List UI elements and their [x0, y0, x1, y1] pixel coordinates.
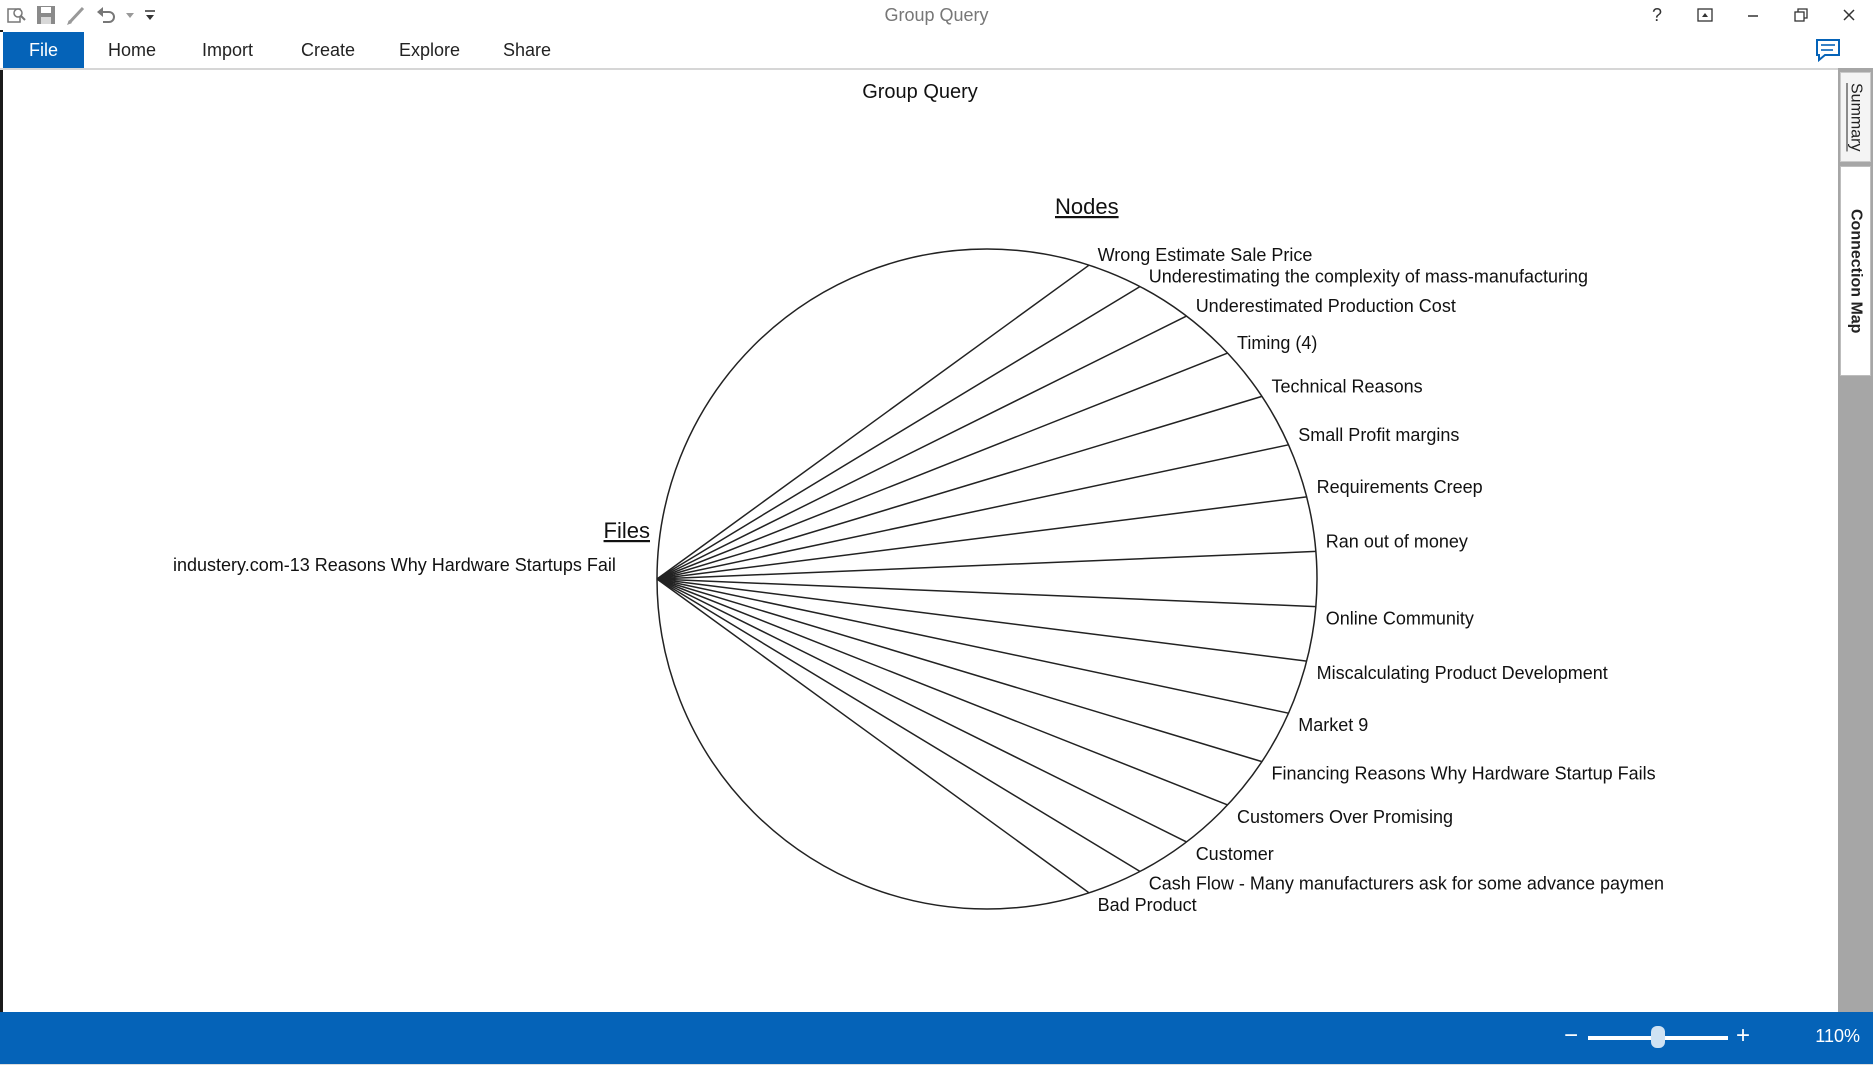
- connection-line: [656, 285, 1141, 580]
- map-title: Group Query: [862, 81, 978, 103]
- node-label[interactable]: Online Community: [1326, 609, 1474, 629]
- connection-circle: [656, 248, 1318, 910]
- tab-home[interactable]: Home: [108, 40, 157, 60]
- files-heading: Files: [604, 518, 650, 543]
- zoom-level: 110%: [1815, 1026, 1860, 1046]
- restore-icon[interactable]: [1777, 0, 1825, 30]
- dropdown-icon[interactable]: [124, 3, 136, 27]
- window-title: Group Query: [884, 5, 989, 25]
- node-label[interactable]: Ran out of money: [1326, 531, 1468, 551]
- node-label[interactable]: Cash Flow - Many manufacturers ask for s…: [1149, 873, 1664, 893]
- customize-icon[interactable]: [142, 3, 158, 27]
- ribbon-tabs: File Home Import Create Explore Share: [0, 32, 1873, 70]
- quick-access-toolbar: [4, 2, 158, 28]
- tab-import[interactable]: Import: [202, 40, 254, 60]
- connection-line: [656, 550, 1316, 580]
- node-label[interactable]: Customer: [1196, 844, 1274, 864]
- connection-line: [656, 578, 1263, 763]
- node-label[interactable]: Timing (4): [1237, 333, 1317, 353]
- zoom-slider-thumb[interactable]: [1651, 1026, 1665, 1048]
- connection-line: [656, 578, 1090, 894]
- save-icon[interactable]: [34, 3, 58, 27]
- node-label[interactable]: Market 9: [1298, 715, 1368, 735]
- node-label[interactable]: Miscalculating Product Development: [1317, 663, 1608, 683]
- connection-map: Group Query Files Nodes industery.com-13…: [173, 81, 1664, 915]
- ribbon-display-icon[interactable]: [1681, 0, 1729, 30]
- pencil-icon[interactable]: [64, 3, 88, 27]
- comment-icon[interactable]: [1815, 38, 1841, 62]
- search-icon[interactable]: [4, 3, 28, 27]
- node-label[interactable]: Technical Reasons: [1272, 376, 1423, 396]
- zoom-in-button[interactable]: +: [1735, 1022, 1750, 1049]
- connection-line: [656, 578, 1187, 843]
- node-label[interactable]: Small Profit margins: [1298, 425, 1459, 445]
- node-label[interactable]: Requirements Creep: [1317, 477, 1483, 497]
- node-labels: Wrong Estimate Sale PriceUnderestimating…: [1098, 245, 1664, 915]
- node-label[interactable]: Bad Product: [1098, 895, 1197, 915]
- window-controls: ?: [1633, 0, 1873, 30]
- connection-line: [656, 578, 1316, 608]
- file-label[interactable]: industery.com-13 Reasons Why Hardware St…: [173, 555, 616, 575]
- node-label[interactable]: Wrong Estimate Sale Price: [1098, 245, 1313, 265]
- connection-line: [656, 578, 1307, 662]
- help-icon[interactable]: ?: [1651, 4, 1662, 25]
- title-bar: Group Query ?: [0, 0, 1873, 30]
- tab-file[interactable]: File: [3, 32, 84, 68]
- connection-line: [656, 395, 1263, 580]
- window-left-edge: [0, 30, 3, 1077]
- connection-line: [656, 315, 1187, 580]
- tab-share[interactable]: Share: [503, 40, 552, 60]
- connection-lines: [656, 264, 1316, 894]
- minimize-icon[interactable]: [1729, 0, 1777, 30]
- node-label[interactable]: Financing Reasons Why Hardware Startup F…: [1272, 764, 1656, 784]
- node-label[interactable]: Underestimating the complexity of mass-m…: [1149, 267, 1588, 287]
- node-label[interactable]: Underestimated Production Cost: [1196, 296, 1456, 316]
- status-bar: − + 110%: [0, 1012, 1873, 1064]
- node-label[interactable]: Customers Over Promising: [1237, 807, 1453, 827]
- status-bar-edge: [0, 1064, 1873, 1078]
- tab-explore[interactable]: Explore: [399, 40, 461, 60]
- nodes-heading: Nodes: [1055, 194, 1119, 219]
- connection-line: [656, 496, 1307, 580]
- tab-create[interactable]: Create: [301, 40, 356, 60]
- connection-line: [656, 264, 1090, 580]
- connection-line: [656, 352, 1228, 580]
- connection-line: [656, 578, 1228, 806]
- zoom-out-button[interactable]: −: [1563, 1022, 1578, 1049]
- connection-line: [656, 578, 1289, 714]
- close-icon[interactable]: [1825, 0, 1873, 30]
- connection-line: [656, 578, 1141, 873]
- undo-icon[interactable]: [94, 3, 118, 27]
- tab-summary[interactable]: Summary: [1840, 72, 1871, 162]
- side-panel: Summary Connection Map: [1838, 68, 1873, 1012]
- tab-connection-map[interactable]: Connection Map: [1840, 166, 1871, 376]
- connection-line: [656, 444, 1289, 580]
- connection-map-canvas: Group Query Files Nodes industery.com-13…: [3, 70, 1838, 1012]
